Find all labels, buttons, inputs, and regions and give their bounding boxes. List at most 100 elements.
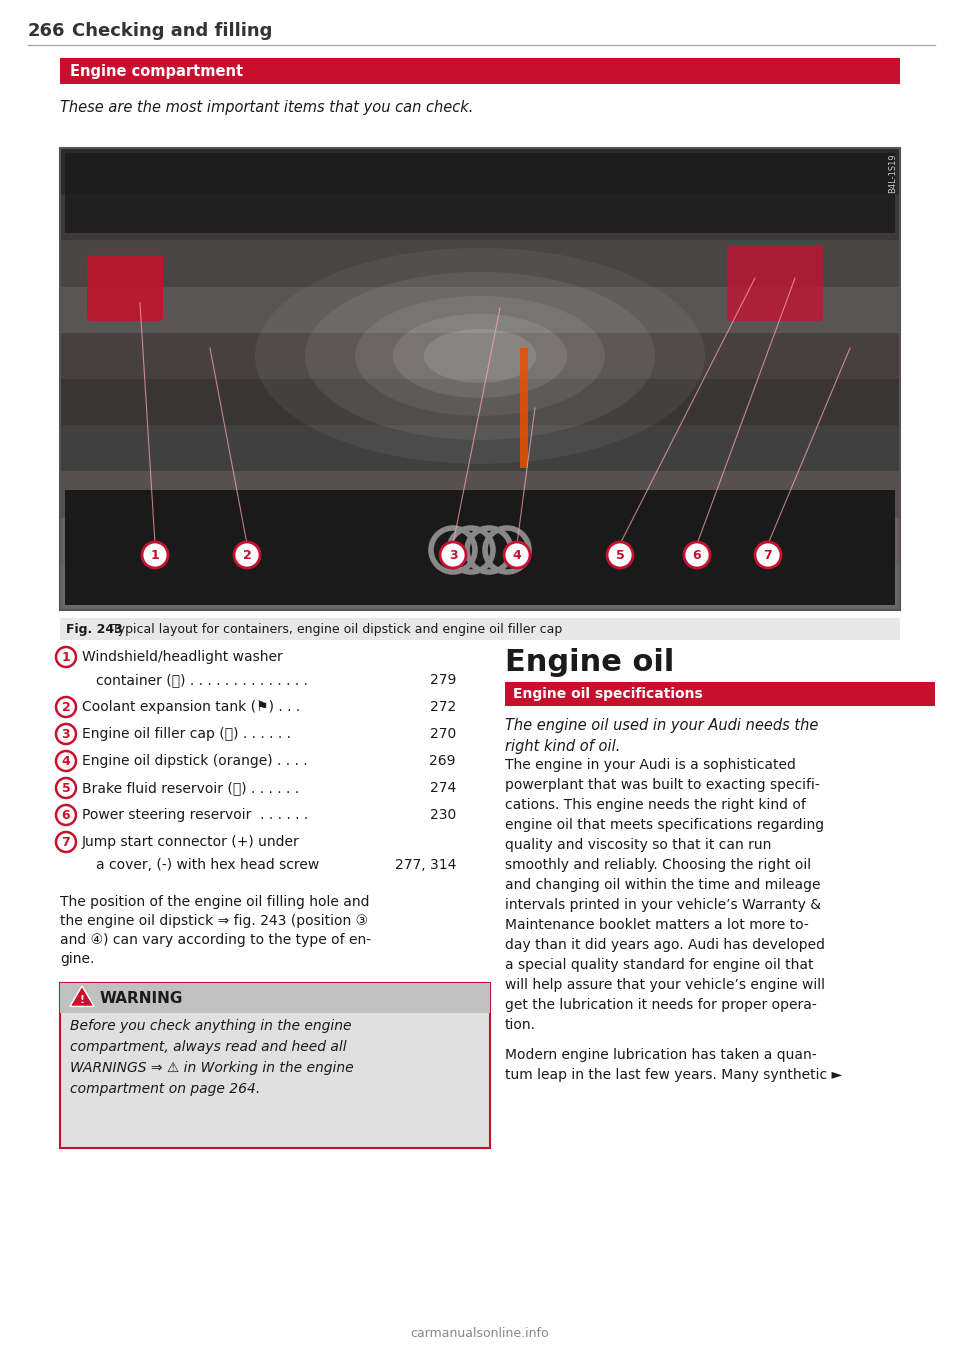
FancyBboxPatch shape	[60, 471, 900, 517]
Text: and changing oil within the time and mileage: and changing oil within the time and mil…	[505, 878, 821, 891]
Text: Brake fluid reservoir (⛵) . . . . . .: Brake fluid reservoir (⛵) . . . . . .	[82, 781, 300, 795]
Text: 6: 6	[693, 548, 702, 562]
Circle shape	[142, 542, 168, 568]
Ellipse shape	[355, 295, 605, 416]
Text: 1: 1	[151, 548, 159, 562]
Text: Coolant expansion tank (⚑) . . .: Coolant expansion tank (⚑) . . .	[82, 700, 300, 715]
Text: 277, 314: 277, 314	[395, 857, 456, 872]
Text: 2: 2	[61, 701, 70, 713]
FancyBboxPatch shape	[60, 618, 900, 640]
Text: 2: 2	[243, 548, 252, 562]
Text: Jump start connector (+) under: Jump start connector (+) under	[82, 836, 300, 849]
Text: powerplant that was built to exacting specifi-: powerplant that was built to exacting sp…	[505, 778, 820, 792]
Text: a cover, (-) with hex head screw: a cover, (-) with hex head screw	[96, 857, 320, 872]
Text: cations. This engine needs the right kind of: cations. This engine needs the right kin…	[505, 798, 805, 813]
FancyBboxPatch shape	[505, 682, 935, 706]
Text: 1: 1	[61, 651, 70, 664]
Text: B4L-1S19: B4L-1S19	[888, 152, 897, 193]
Text: will help assure that your vehicle’s engine will: will help assure that your vehicle’s eng…	[505, 979, 825, 992]
Text: Typical layout for containers, engine oil dipstick and engine oil filler cap: Typical layout for containers, engine oi…	[104, 622, 563, 636]
Text: 5: 5	[615, 548, 624, 562]
Text: tum leap in the last few years. Many synthetic ►: tum leap in the last few years. Many syn…	[505, 1068, 842, 1082]
Text: These are the most important items that you can check.: These are the most important items that …	[60, 99, 473, 114]
Text: Before you check anything in the engine: Before you check anything in the engine	[70, 1019, 351, 1033]
Text: Engine oil dipstick (orange) . . . .: Engine oil dipstick (orange) . . . .	[82, 754, 307, 768]
FancyBboxPatch shape	[60, 378, 900, 425]
Text: compartment, always read and heed all: compartment, always read and heed all	[70, 1040, 347, 1053]
Circle shape	[504, 542, 530, 568]
Text: Engine oil: Engine oil	[505, 648, 674, 676]
Text: day than it did years ago. Audi has developed: day than it did years ago. Audi has deve…	[505, 938, 825, 951]
Polygon shape	[70, 985, 94, 1006]
Text: Power steering reservoir  . . . . . .: Power steering reservoir . . . . . .	[82, 808, 308, 822]
Text: WARNINGS ⇒ ⚠ in Working in the engine: WARNINGS ⇒ ⚠ in Working in the engine	[70, 1062, 353, 1075]
Text: 3: 3	[61, 728, 70, 740]
Circle shape	[755, 542, 781, 568]
Circle shape	[607, 542, 633, 568]
FancyBboxPatch shape	[65, 490, 895, 606]
FancyBboxPatch shape	[60, 517, 900, 563]
FancyBboxPatch shape	[60, 983, 490, 1147]
FancyBboxPatch shape	[727, 245, 823, 321]
Text: The engine oil used in your Audi needs the: The engine oil used in your Audi needs t…	[505, 719, 818, 734]
Text: !: !	[80, 995, 84, 1004]
Text: 279: 279	[430, 672, 456, 687]
Text: Modern engine lubrication has taken a quan-: Modern engine lubrication has taken a qu…	[505, 1048, 817, 1062]
Text: quality and viscosity so that it can run: quality and viscosity so that it can run	[505, 838, 772, 852]
Circle shape	[684, 542, 710, 568]
Text: 274: 274	[430, 781, 456, 795]
Text: 4: 4	[513, 548, 521, 562]
Text: 269: 269	[429, 754, 456, 768]
Text: 270: 270	[430, 727, 456, 740]
FancyBboxPatch shape	[60, 425, 900, 471]
FancyBboxPatch shape	[60, 59, 900, 84]
Text: gine.: gine.	[60, 951, 94, 966]
Text: 6: 6	[61, 808, 70, 822]
Text: The position of the engine oil filling hole and: The position of the engine oil filling h…	[60, 896, 370, 909]
FancyBboxPatch shape	[60, 983, 490, 1013]
Text: 7: 7	[763, 548, 773, 562]
Text: The engine in your Audi is a sophisticated: The engine in your Audi is a sophisticat…	[505, 758, 796, 772]
Text: compartment on page 264.: compartment on page 264.	[70, 1082, 260, 1096]
Ellipse shape	[423, 329, 537, 382]
FancyBboxPatch shape	[87, 255, 163, 321]
FancyBboxPatch shape	[60, 287, 900, 333]
Text: container (⛔) . . . . . . . . . . . . . .: container (⛔) . . . . . . . . . . . . . …	[96, 672, 308, 687]
Text: and ④) can vary according to the type of en-: and ④) can vary according to the type of…	[60, 934, 372, 947]
Text: 7: 7	[61, 836, 70, 848]
Ellipse shape	[255, 248, 705, 464]
Text: Windshield/headlight washer: Windshield/headlight washer	[82, 651, 283, 664]
Text: Maintenance booklet matters a lot more to-: Maintenance booklet matters a lot more t…	[505, 919, 808, 932]
Text: Engine oil specifications: Engine oil specifications	[513, 687, 703, 701]
Text: Checking and filling: Checking and filling	[72, 22, 273, 39]
Circle shape	[440, 542, 466, 568]
FancyBboxPatch shape	[60, 563, 900, 610]
Text: 5: 5	[61, 781, 70, 795]
Text: 4: 4	[61, 754, 70, 768]
Text: 3: 3	[448, 548, 457, 562]
Text: 272: 272	[430, 700, 456, 715]
FancyBboxPatch shape	[60, 148, 900, 195]
Text: 266: 266	[28, 22, 65, 39]
FancyBboxPatch shape	[65, 152, 895, 233]
FancyBboxPatch shape	[520, 348, 528, 468]
Text: the engine oil dipstick ⇒ fig. 243 (position ③: the engine oil dipstick ⇒ fig. 243 (posi…	[60, 915, 368, 928]
Text: 230: 230	[430, 808, 456, 822]
Text: Fig. 243: Fig. 243	[66, 622, 123, 636]
Text: engine oil that meets specifications regarding: engine oil that meets specifications reg…	[505, 818, 824, 832]
Ellipse shape	[305, 272, 655, 440]
FancyBboxPatch shape	[60, 195, 900, 241]
Text: intervals printed in your vehicle’s Warranty &: intervals printed in your vehicle’s Warr…	[505, 898, 821, 912]
FancyBboxPatch shape	[60, 333, 900, 378]
FancyBboxPatch shape	[60, 241, 900, 287]
Text: a special quality standard for engine oil that: a special quality standard for engine oi…	[505, 958, 813, 972]
Text: get the lubrication it needs for proper opera-: get the lubrication it needs for proper …	[505, 998, 817, 1013]
Circle shape	[234, 542, 260, 568]
Text: Engine compartment: Engine compartment	[70, 64, 243, 79]
Text: smoothly and reliably. Choosing the right oil: smoothly and reliably. Choosing the righ…	[505, 857, 811, 872]
Text: Engine oil filler cap (⛲) . . . . . .: Engine oil filler cap (⛲) . . . . . .	[82, 727, 291, 740]
Ellipse shape	[393, 314, 567, 397]
Text: WARNING: WARNING	[100, 991, 183, 1006]
Text: tion.: tion.	[505, 1018, 536, 1032]
Text: carmanualsonline.info: carmanualsonline.info	[411, 1327, 549, 1341]
